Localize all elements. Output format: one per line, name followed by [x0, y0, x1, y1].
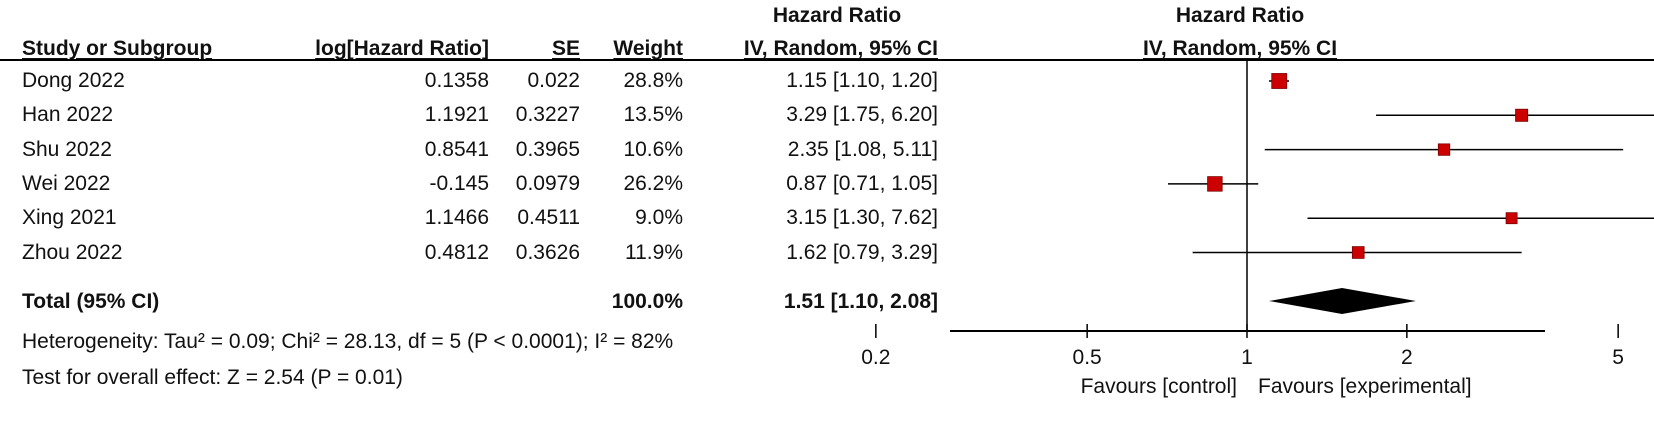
column-header-study: Study or Subgroup — [22, 37, 213, 60]
study-marker — [1207, 176, 1223, 192]
se-value: 0.4511 — [517, 206, 580, 230]
header-hazard-ratio-table: Hazard Ratio — [772, 4, 902, 27]
ci-value: 1.15 [1.10, 1.20] — [786, 69, 938, 92]
study-name: Shu 2022 — [22, 137, 112, 161]
study-marker — [1437, 143, 1451, 156]
column-header-ci-method-plot: IV, Random, 95% CI — [1142, 37, 1338, 60]
study-name: Wei 2022 — [22, 171, 111, 195]
study-name: Zhou 2022 — [22, 240, 123, 264]
overall-effect-text: Test for overall effect: Z = 2.54 (P = 0… — [22, 366, 403, 389]
log-hr-value: 1.1466 — [424, 206, 489, 230]
ci-value: 3.29 [1.75, 6.20] — [786, 103, 938, 127]
se-value: 0.3227 — [515, 103, 580, 127]
column-header-log-hr: log[Hazard Ratio] — [315, 37, 489, 60]
total-ci: 1.51 [1.10, 2.08] — [783, 290, 938, 313]
favours-right-label: Favours [experimental] — [1258, 375, 1472, 398]
log-hr-value: -0.145 — [429, 171, 489, 195]
favours-left-label: Favours [control] — [1081, 375, 1237, 398]
weight-value: 10.6% — [623, 137, 683, 161]
x-tick-label: 5 — [1612, 346, 1624, 369]
pooled-diamond — [1268, 288, 1416, 314]
se-value: 0.022 — [527, 69, 580, 92]
weight-value: 26.2% — [623, 171, 683, 195]
total-weight: 100.0% — [611, 290, 683, 313]
x-tick-label: 0.2 — [861, 346, 890, 369]
weight-value: 9.0% — [635, 206, 683, 230]
study-marker — [1515, 108, 1529, 122]
study-marker — [1505, 212, 1518, 225]
se-value: 0.0979 — [515, 171, 580, 195]
study-marker — [1351, 246, 1365, 259]
x-tick-label: 2 — [1401, 346, 1413, 369]
study-name: Xing 2021 — [22, 206, 117, 230]
x-tick-label: 1 — [1241, 346, 1253, 369]
ci-value: 1.62 [0.79, 3.29] — [786, 240, 938, 264]
ci-value: 2.35 [1.08, 5.11] — [787, 137, 938, 161]
ci-value: 3.15 [1.30, 7.62] — [786, 206, 938, 230]
log-hr-value: 1.1921 — [424, 103, 489, 127]
weight-value: 28.8% — [623, 69, 683, 92]
x-tick-label: 0.5 — [1073, 346, 1102, 369]
weight-value: 11.9% — [625, 240, 683, 264]
ci-value: 0.87 [0.71, 1.05] — [786, 171, 938, 195]
heterogeneity-text: Heterogeneity: Tau² = 0.09; Chi² = 28.13… — [22, 330, 674, 353]
se-value: 0.3965 — [515, 137, 580, 161]
column-header-ci-method: IV, Random, 95% CI — [743, 37, 938, 60]
se-value: 0.3626 — [515, 240, 580, 264]
column-header-weight: Weight — [613, 37, 683, 60]
weight-value: 13.5% — [623, 103, 683, 127]
log-hr-value: 0.4812 — [424, 240, 489, 264]
log-hr-value: 0.1358 — [424, 69, 489, 92]
study-marker — [1271, 73, 1288, 89]
column-header-se: SE — [551, 37, 580, 60]
log-hr-value: 0.8541 — [424, 137, 489, 161]
total-label: Total (95% CI) — [22, 290, 160, 313]
study-name: Han 2022 — [22, 103, 114, 127]
study-name: Dong 2022 — [22, 69, 125, 92]
header-hazard-ratio-plot: Hazard Ratio — [1175, 4, 1305, 27]
